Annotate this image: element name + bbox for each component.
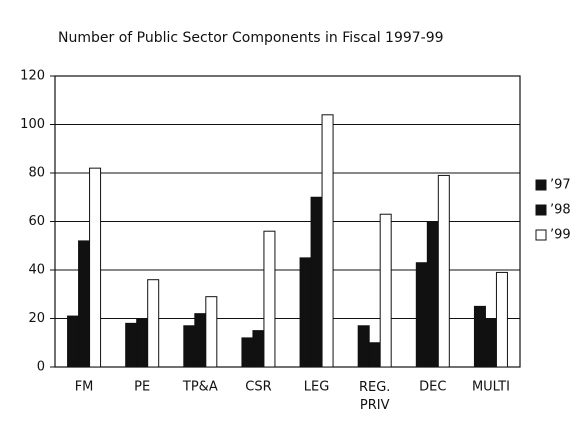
y-tick-label: 20 [28, 311, 45, 326]
bar [368, 342, 381, 368]
bar [426, 221, 439, 368]
x-tick-label: CSR [245, 380, 271, 395]
legend-label: ’97 [550, 178, 571, 193]
y-tick-label: 100 [20, 117, 45, 132]
bar [183, 325, 196, 368]
bar [379, 213, 392, 368]
x-tick-label: DEC [419, 380, 446, 395]
legend-swatch [535, 179, 547, 191]
x-tick-label: TP&A [182, 380, 218, 395]
x-tick-label: FM [75, 380, 94, 395]
chart-title: Number of Public Sector Components in Fi… [58, 30, 444, 46]
y-tick-label: 120 [20, 69, 45, 84]
bar [89, 167, 102, 368]
x-tick-label: REG. PRIV [359, 380, 390, 413]
bar [67, 315, 80, 368]
bar [437, 174, 450, 368]
bar [495, 271, 508, 368]
bar [357, 325, 370, 368]
bar [205, 296, 218, 368]
x-tick-label: MULTI [472, 380, 510, 395]
bar [78, 240, 91, 368]
bar [125, 322, 138, 368]
bar [321, 114, 334, 368]
legend-label: ’98 [550, 203, 571, 218]
bar [473, 305, 486, 368]
bar [252, 330, 265, 368]
bar [310, 196, 323, 368]
bar [147, 279, 160, 368]
bar [263, 230, 276, 368]
y-tick-label: 0 [37, 360, 45, 375]
bar [299, 257, 312, 368]
y-tick-label: 60 [28, 214, 45, 229]
legend-swatch [535, 204, 547, 216]
y-tick-label: 80 [28, 166, 45, 181]
bar [194, 313, 207, 368]
legend-label: ’99 [550, 228, 571, 243]
legend-swatch [535, 229, 547, 241]
bar [241, 337, 254, 368]
y-tick-label: 40 [28, 263, 45, 278]
bar [484, 318, 497, 368]
plot-frame [54, 75, 521, 368]
x-tick-label: LEG [304, 380, 330, 395]
bar [136, 318, 149, 368]
bar [415, 262, 428, 368]
x-tick-label: PE [134, 380, 150, 395]
